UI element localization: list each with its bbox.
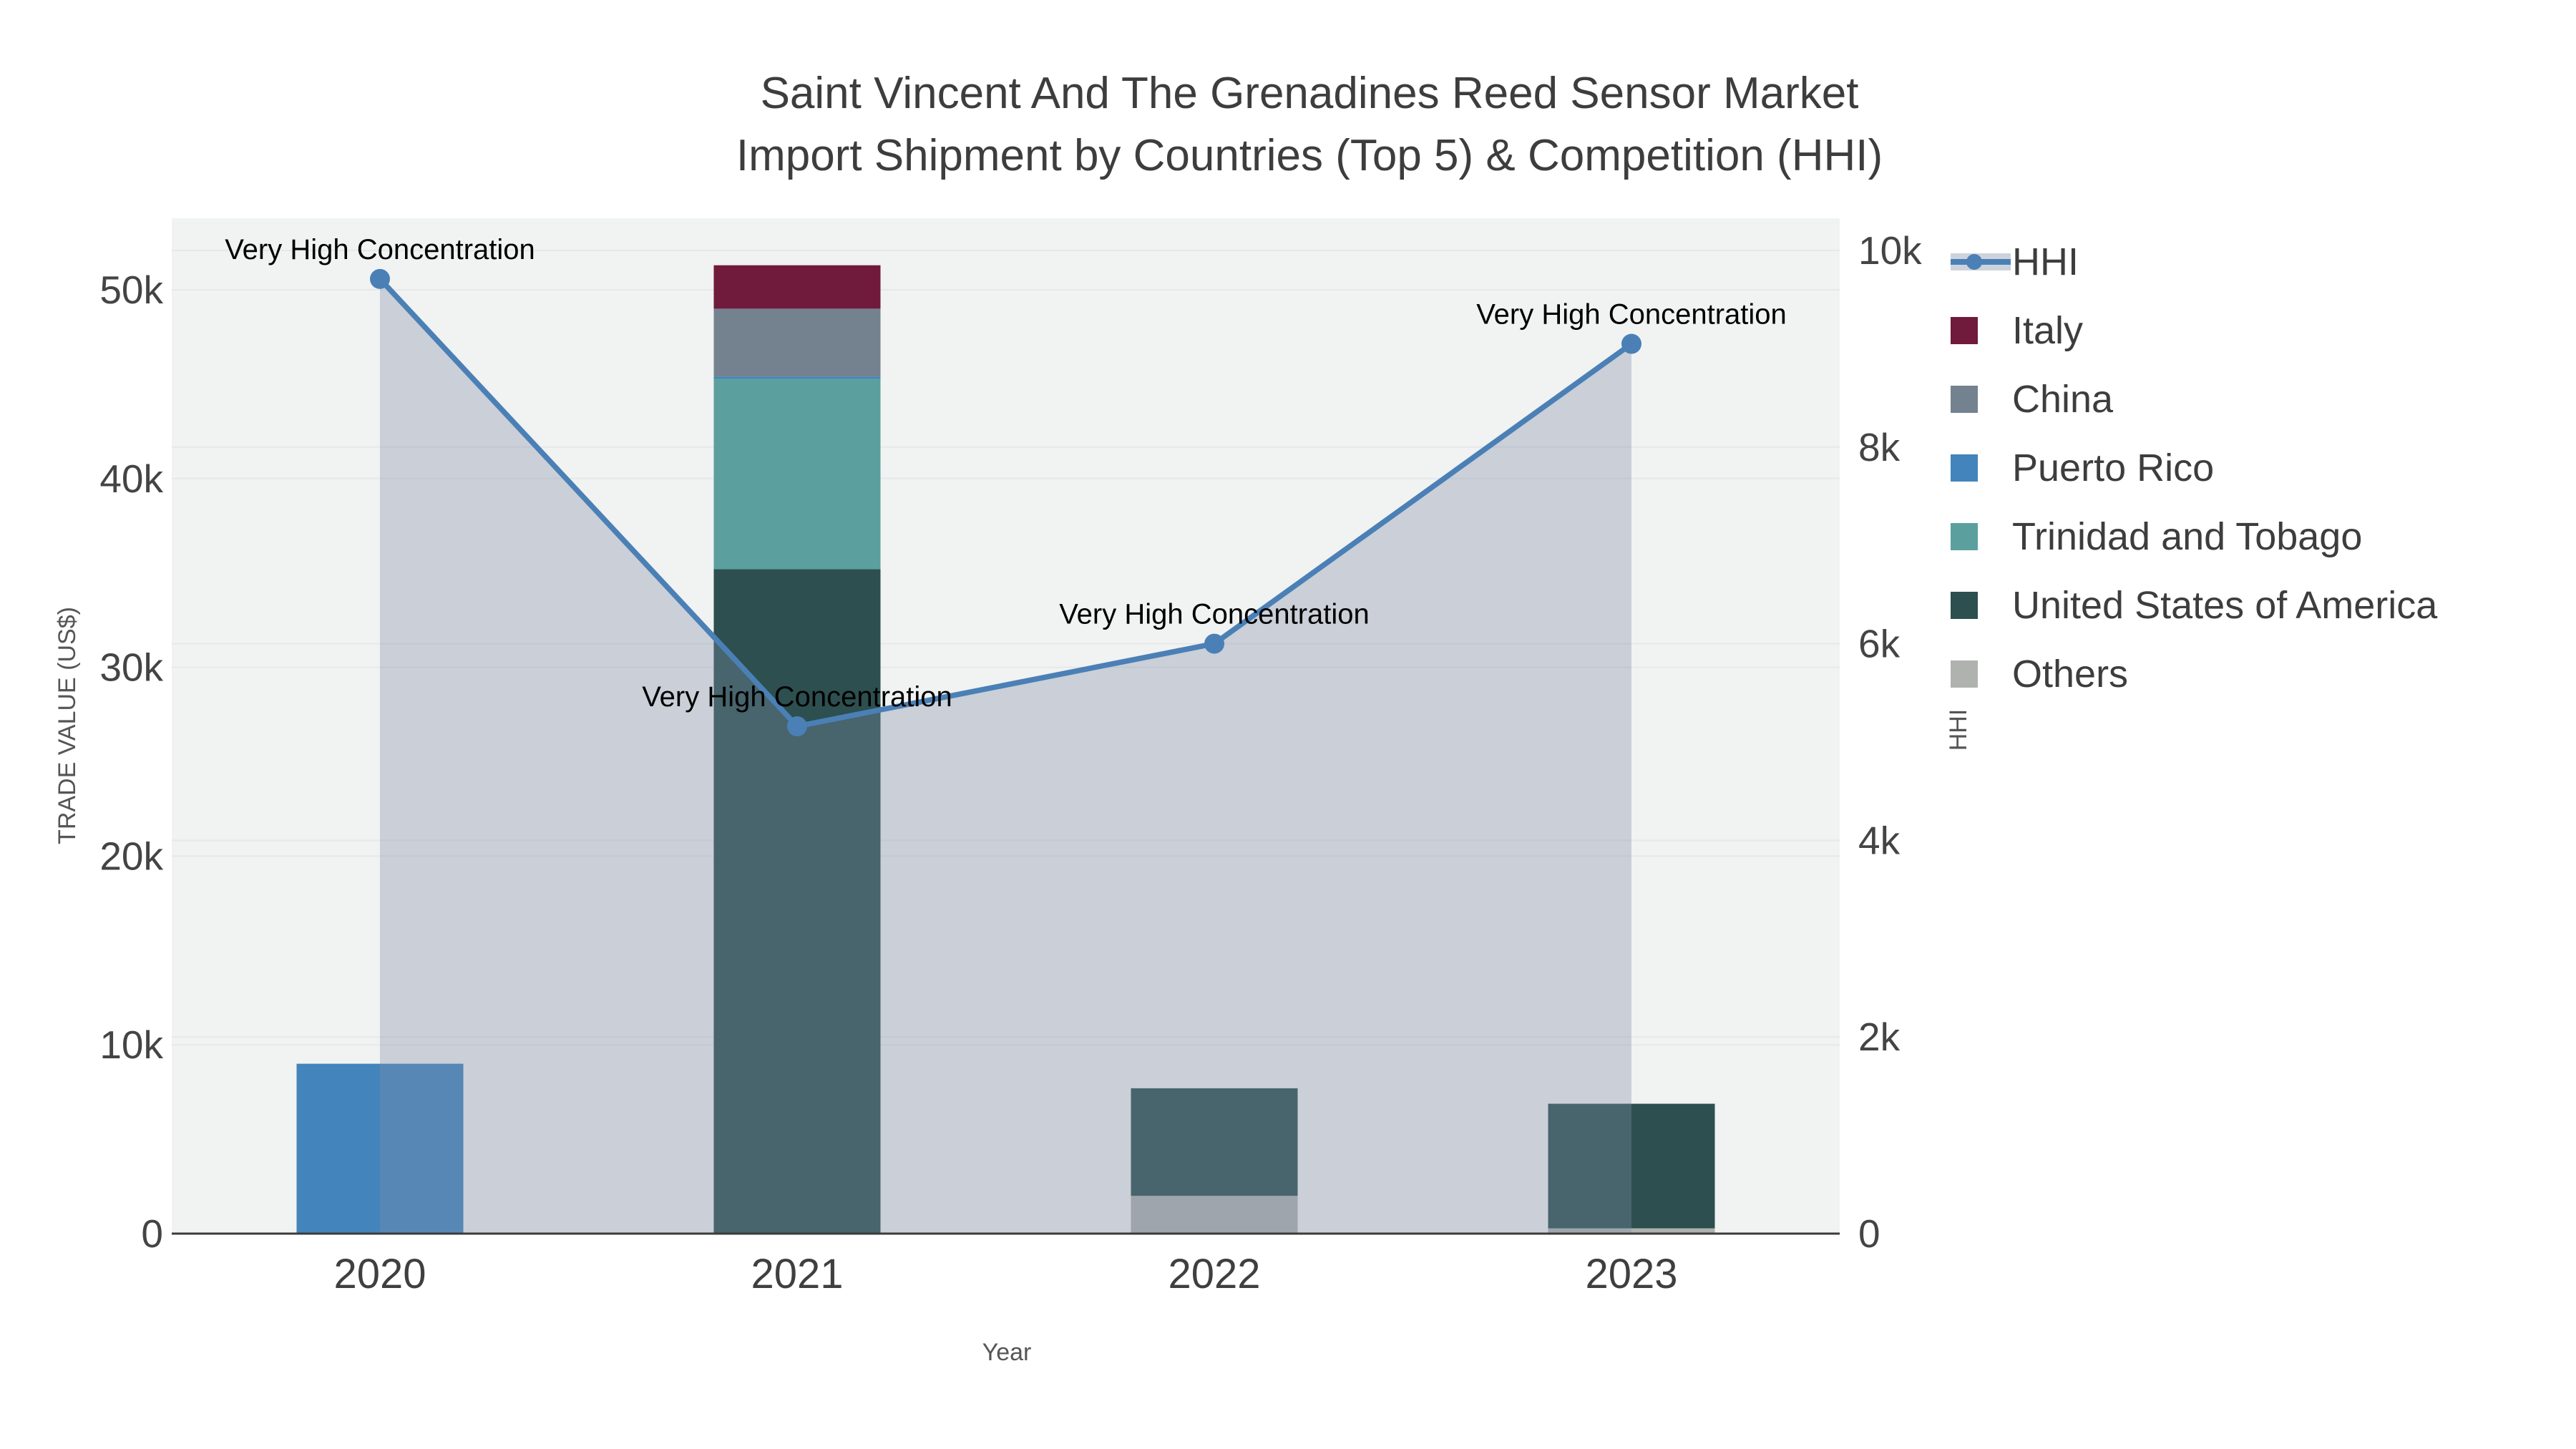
legend-item-label: United States of America [2012, 584, 2438, 627]
bar-segment-puerto-rico-2021 [713, 376, 881, 379]
y-right-tick-8k: 8k [1858, 425, 1901, 469]
legend-color-swatch [1951, 316, 2011, 345]
legend-item-italy[interactable]: Italy [1951, 296, 2566, 365]
y-left-tick-50k: 50k [99, 268, 163, 312]
chart-title-line1: Saint Vincent And The Grenadines Reed Se… [760, 69, 1859, 118]
y-left-tick-20k: 20k [99, 834, 163, 878]
x-tick-2020: 2020 [333, 1251, 426, 1297]
bar-segment-trinidad-and-tobago-2021 [713, 378, 881, 570]
legend-item-label: China [2012, 378, 2114, 421]
legend-item-label: Trinidad and Tobago [2012, 515, 2363, 558]
legend-item-united-states-of-america[interactable]: United States of America [1951, 571, 2566, 640]
hhi-line [378, 277, 1634, 729]
legend-item-label: Others [2012, 653, 2129, 696]
legend-color-swatch-box [1951, 386, 1978, 413]
y-right-tick-0: 0 [1858, 1211, 1880, 1256]
chart-title-line2: Import Shipment by Countries (Top 5) & C… [736, 131, 1883, 180]
y-right-tick-2k: 2k [1858, 1015, 1901, 1059]
y-left-tick-30k: 30k [99, 645, 163, 690]
annotation-2022: Very High Concentration [1059, 599, 1370, 630]
y-right-tick-10k: 10k [1858, 228, 1922, 273]
legend-color-swatch-box [1951, 317, 1978, 344]
annotation-2020: Very High Concentration [225, 234, 535, 265]
legend-line-glyph [1951, 248, 2011, 276]
bar-segment-china-2021 [713, 308, 881, 377]
legend-color-swatch-box [1951, 660, 1978, 688]
y-right-tick-6k: 6k [1858, 622, 1901, 666]
legend-color-swatch-box [1951, 523, 1978, 550]
legend-item-hhi[interactable]: HHI [1951, 228, 2566, 296]
legend-color-swatch-box [1951, 454, 1978, 482]
x-tick-2021: 2021 [751, 1251, 843, 1297]
y-left-axis-title: TRADE VALUE (US$) [54, 607, 81, 844]
y-left-tick-0: 0 [141, 1211, 163, 1256]
legend-item-label: HHI [2012, 240, 2079, 283]
hhi-marker-2022 [1204, 633, 1224, 654]
y-left-tick-10k: 10k [99, 1023, 163, 1067]
legend-color-swatch [1951, 385, 2011, 414]
legend-item-label: Italy [2012, 309, 2084, 352]
annotation-2021: Very High Concentration [642, 681, 952, 713]
legend-item-label: Puerto Rico [2012, 447, 2215, 489]
bar-segment-united-states-of-america-2022 [1131, 1088, 1298, 1196]
legend-item-china[interactable]: China [1951, 365, 2566, 434]
legend: HHI Italy China Puerto Rico Trinidad and Tob… [1951, 228, 2566, 708]
y-right-tick-4k: 4k [1858, 818, 1901, 862]
y-left-tick-40k: 40k [99, 457, 163, 501]
legend-item-others[interactable]: Others [1951, 640, 2566, 708]
legend-item-puerto-rico[interactable]: Puerto Rico [1951, 434, 2566, 502]
bar-segment-united-states-of-america-2021 [713, 569, 881, 1234]
legend-marker-dot [1966, 254, 1982, 270]
bar-segment-others-2022 [1131, 1196, 1298, 1234]
x-tick-2023: 2023 [1585, 1251, 1677, 1297]
x-tick-2022: 2022 [1168, 1251, 1260, 1297]
legend-color-swatch [1951, 660, 2011, 688]
hhi-marker-2021 [787, 716, 807, 737]
bar-segment-others-2023 [1548, 1228, 1715, 1234]
x-axis-title: Year [982, 1339, 1032, 1366]
hhi-area-fill [380, 278, 1631, 1234]
legend-color-swatch [1951, 454, 2011, 482]
legend-color-swatch [1951, 522, 2011, 551]
annotation-2023: Very High Concentration [1476, 299, 1787, 331]
legend-color-swatch-box [1951, 592, 1978, 619]
bar-segment-united-states-of-america-2023 [1548, 1103, 1715, 1229]
legend-color-swatch [1951, 591, 2011, 620]
bar-segment-italy-2021 [713, 265, 881, 309]
bar-segment-puerto-rico-2020 [296, 1063, 464, 1234]
hhi-marker-2020 [370, 268, 390, 289]
legend-item-trinidad-and-tobago[interactable]: Trinidad and Tobago [1951, 502, 2566, 571]
y-right-axis-title: HHI [1945, 709, 1972, 751]
hhi-marker-2023 [1621, 333, 1641, 354]
